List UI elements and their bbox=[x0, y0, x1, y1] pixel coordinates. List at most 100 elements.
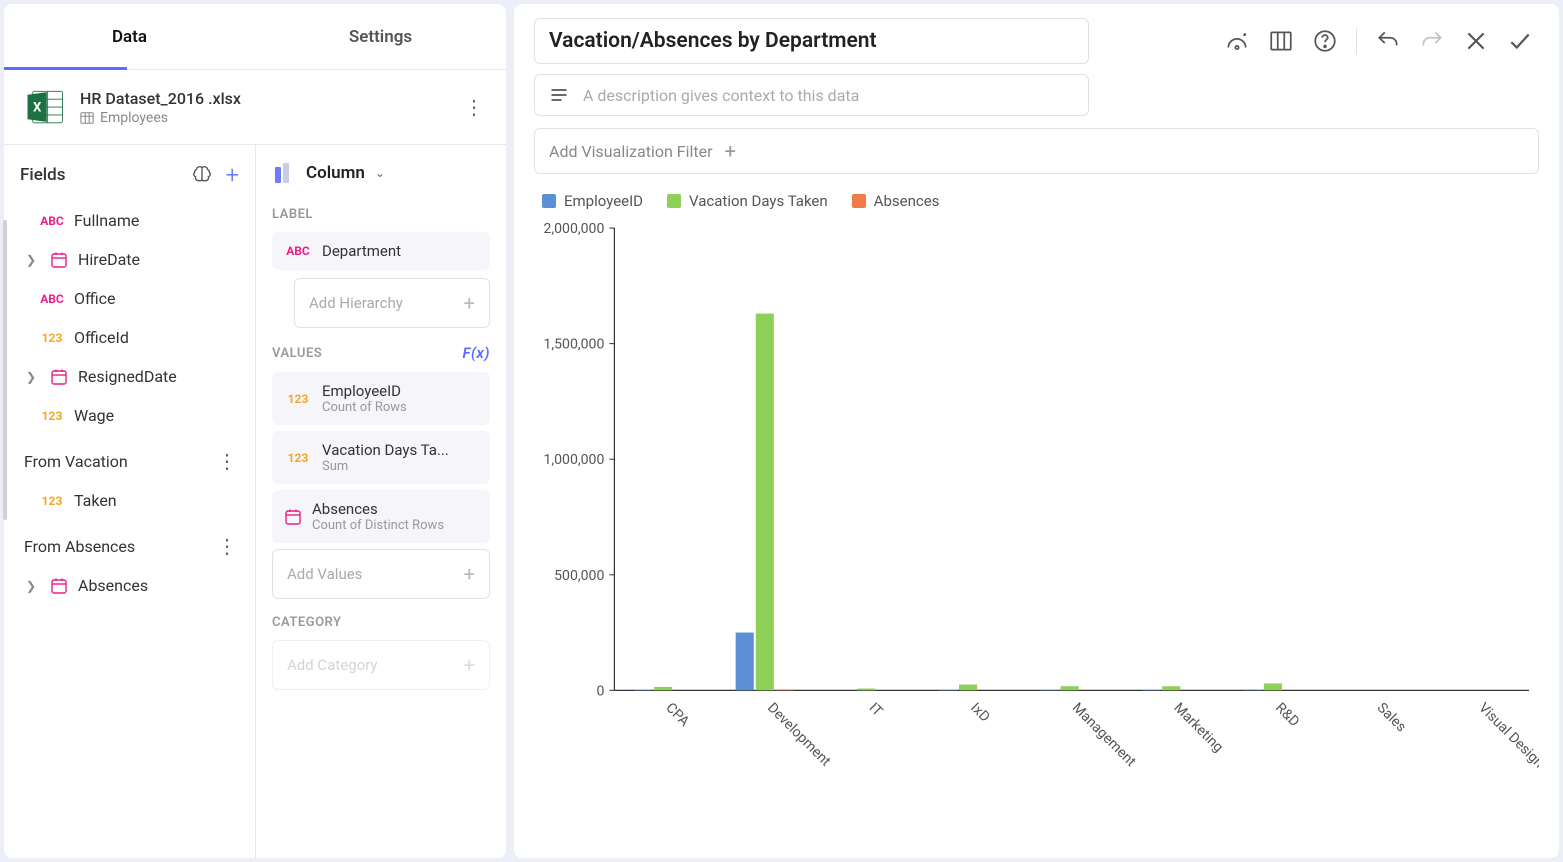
check-icon[interactable] bbox=[1507, 28, 1533, 54]
chart-area: 0 500,000 1,000,000 1,500,000 2,000,000 CPA De… bbox=[534, 218, 1539, 844]
gauge-icon[interactable] bbox=[1224, 28, 1250, 54]
svg-text:Visual Design: Visual Design bbox=[1475, 700, 1539, 771]
add-category-dropzone[interactable]: Add Category + bbox=[272, 640, 490, 690]
undo-icon[interactable] bbox=[1375, 28, 1401, 54]
brain-icon[interactable] bbox=[191, 164, 213, 186]
field-officeid[interactable]: 123OfficeId bbox=[20, 318, 255, 357]
group-absences-label: From Absences bbox=[24, 537, 135, 556]
vacation-fields: 123Taken bbox=[20, 481, 255, 520]
fields-list: ABCFullname❯HireDateABCOffice123OfficeId… bbox=[20, 201, 255, 435]
field-hiredate[interactable]: ❯HireDate bbox=[20, 240, 255, 279]
svg-text:Marketing: Marketing bbox=[1170, 700, 1226, 756]
description-input[interactable]: A description gives context to this data bbox=[534, 74, 1089, 116]
legend-vacation-days-taken[interactable]: Vacation Days Taken bbox=[667, 192, 828, 210]
close-icon[interactable] bbox=[1463, 28, 1489, 54]
fx-button[interactable]: F(x) bbox=[462, 344, 490, 362]
datasource-info: HR Dataset_2016 .xlsx Employees bbox=[80, 89, 448, 126]
toolbar bbox=[1218, 28, 1539, 54]
plus-icon: + bbox=[464, 291, 475, 315]
viz-type-selector[interactable]: Column ⌄ bbox=[272, 161, 490, 185]
fields-title: Fields bbox=[20, 165, 65, 185]
legend-absences[interactable]: Absences bbox=[852, 192, 940, 210]
table-icon[interactable] bbox=[1268, 28, 1294, 54]
add-field-button[interactable]: + bbox=[225, 161, 239, 189]
add-values-text: Add Values bbox=[287, 565, 362, 583]
group-vacation-label: From Vacation bbox=[24, 452, 128, 471]
main-columns: Fields + ABCFullname❯HireDateABCOffice12… bbox=[4, 145, 506, 858]
field-wage[interactable]: 123Wage bbox=[20, 396, 255, 435]
group-absences: From Absences ⋮ bbox=[20, 520, 255, 566]
values-list: 123EmployeeIDCount of Rows 123Vacation Da… bbox=[272, 372, 490, 543]
svg-text:500,000: 500,000 bbox=[554, 568, 604, 584]
add-filter-label: Add Visualization Filter bbox=[549, 142, 713, 161]
add-values-dropzone[interactable]: Add Values + bbox=[272, 549, 490, 599]
svg-text:1,000,000: 1,000,000 bbox=[543, 452, 604, 468]
legend-employeeid[interactable]: EmployeeID bbox=[542, 192, 643, 210]
datasource-table: Employees bbox=[80, 110, 448, 126]
column-chart-icon bbox=[272, 161, 296, 185]
value-chip-employeeid[interactable]: 123EmployeeIDCount of Rows bbox=[272, 372, 490, 425]
svg-text:IT: IT bbox=[866, 700, 886, 720]
description-placeholder: A description gives context to this data bbox=[583, 86, 1074, 105]
add-filter-button[interactable]: Add Visualization Filter + bbox=[534, 128, 1539, 174]
svg-text:IxD: IxD bbox=[967, 700, 992, 725]
top-bar bbox=[534, 18, 1539, 64]
datasource-name: HR Dataset_2016 .xlsx bbox=[80, 89, 448, 108]
datasource-menu-button[interactable]: ⋮ bbox=[462, 95, 486, 119]
tabs: Data Settings bbox=[4, 4, 506, 70]
field-office[interactable]: ABCOffice bbox=[20, 279, 255, 318]
scroll-indicator bbox=[4, 220, 7, 520]
abc-badge: ABC bbox=[284, 244, 312, 258]
add-category-text: Add Category bbox=[287, 656, 378, 674]
paragraph-icon bbox=[549, 85, 569, 105]
help-icon[interactable] bbox=[1312, 28, 1338, 54]
group-vacation-menu[interactable]: ⋮ bbox=[215, 449, 239, 473]
plus-icon: + bbox=[725, 139, 736, 163]
label-chip-title: Department bbox=[322, 242, 478, 260]
tab-settings[interactable]: Settings bbox=[255, 4, 506, 69]
field-absences[interactable]: ❯Absences bbox=[20, 566, 255, 605]
left-panel: Data Settings X HR Dataset_2016 .xlsx Em… bbox=[4, 4, 506, 858]
svg-text:Management: Management bbox=[1069, 700, 1139, 770]
field-fullname[interactable]: ABCFullname bbox=[20, 201, 255, 240]
plus-icon: + bbox=[464, 562, 475, 586]
section-values: VALUES F(x) bbox=[272, 344, 490, 362]
group-absences-menu[interactable]: ⋮ bbox=[215, 534, 239, 558]
svg-text:0: 0 bbox=[596, 683, 604, 699]
redo-icon[interactable] bbox=[1419, 28, 1445, 54]
tab-data[interactable]: Data bbox=[4, 4, 255, 69]
chart-title-input[interactable] bbox=[534, 18, 1089, 64]
chart-legend: EmployeeID Vacation Days Taken Absences bbox=[534, 188, 1539, 218]
right-panel: A description gives context to this data… bbox=[514, 4, 1559, 858]
toolbar-separator bbox=[1356, 28, 1357, 54]
value-chip-vacation-days-ta-[interactable]: 123Vacation Days Ta...Sum bbox=[272, 431, 490, 484]
column-chart: 0 500,000 1,000,000 1,500,000 2,000,000 CPA De… bbox=[534, 218, 1539, 844]
fields-column: Fields + ABCFullname❯HireDateABCOffice12… bbox=[4, 145, 256, 858]
value-chip-absences[interactable]: AbsencesCount of Distinct Rows bbox=[272, 490, 490, 543]
datasource-row: X HR Dataset_2016 .xlsx Employees ⋮ bbox=[4, 70, 506, 145]
section-category: CATEGORY bbox=[272, 615, 490, 630]
field-taken[interactable]: 123Taken bbox=[20, 481, 255, 520]
chevron-down-icon: ⌄ bbox=[375, 166, 385, 180]
svg-text:CPA: CPA bbox=[662, 700, 692, 730]
add-hierarchy-dropzone[interactable]: Add Hierarchy + bbox=[294, 278, 490, 328]
absences-fields: ❯Absences bbox=[20, 566, 255, 605]
section-values-label: VALUES bbox=[272, 346, 322, 361]
svg-text:2,000,000: 2,000,000 bbox=[543, 221, 604, 237]
add-hierarchy-text: Add Hierarchy bbox=[309, 294, 403, 312]
config-column: Column ⌄ LABEL ABC Department Add Hierar… bbox=[256, 145, 506, 858]
svg-text:Sales: Sales bbox=[1374, 700, 1409, 735]
fields-header: Fields + bbox=[20, 161, 255, 189]
viz-type-name: Column bbox=[306, 163, 365, 183]
field-resigneddate[interactable]: ❯ResignedDate bbox=[20, 357, 255, 396]
group-vacation: From Vacation ⋮ bbox=[20, 435, 255, 481]
plus-icon: + bbox=[464, 653, 475, 677]
excel-icon: X bbox=[24, 86, 66, 128]
datasource-table-name: Employees bbox=[100, 110, 168, 126]
svg-text:R&D: R&D bbox=[1272, 700, 1302, 730]
svg-text:X: X bbox=[33, 100, 42, 115]
svg-text:Development: Development bbox=[764, 700, 834, 770]
table-icon bbox=[80, 111, 94, 125]
label-chip-department[interactable]: ABC Department bbox=[272, 232, 490, 270]
svg-text:1,500,000: 1,500,000 bbox=[543, 337, 604, 353]
